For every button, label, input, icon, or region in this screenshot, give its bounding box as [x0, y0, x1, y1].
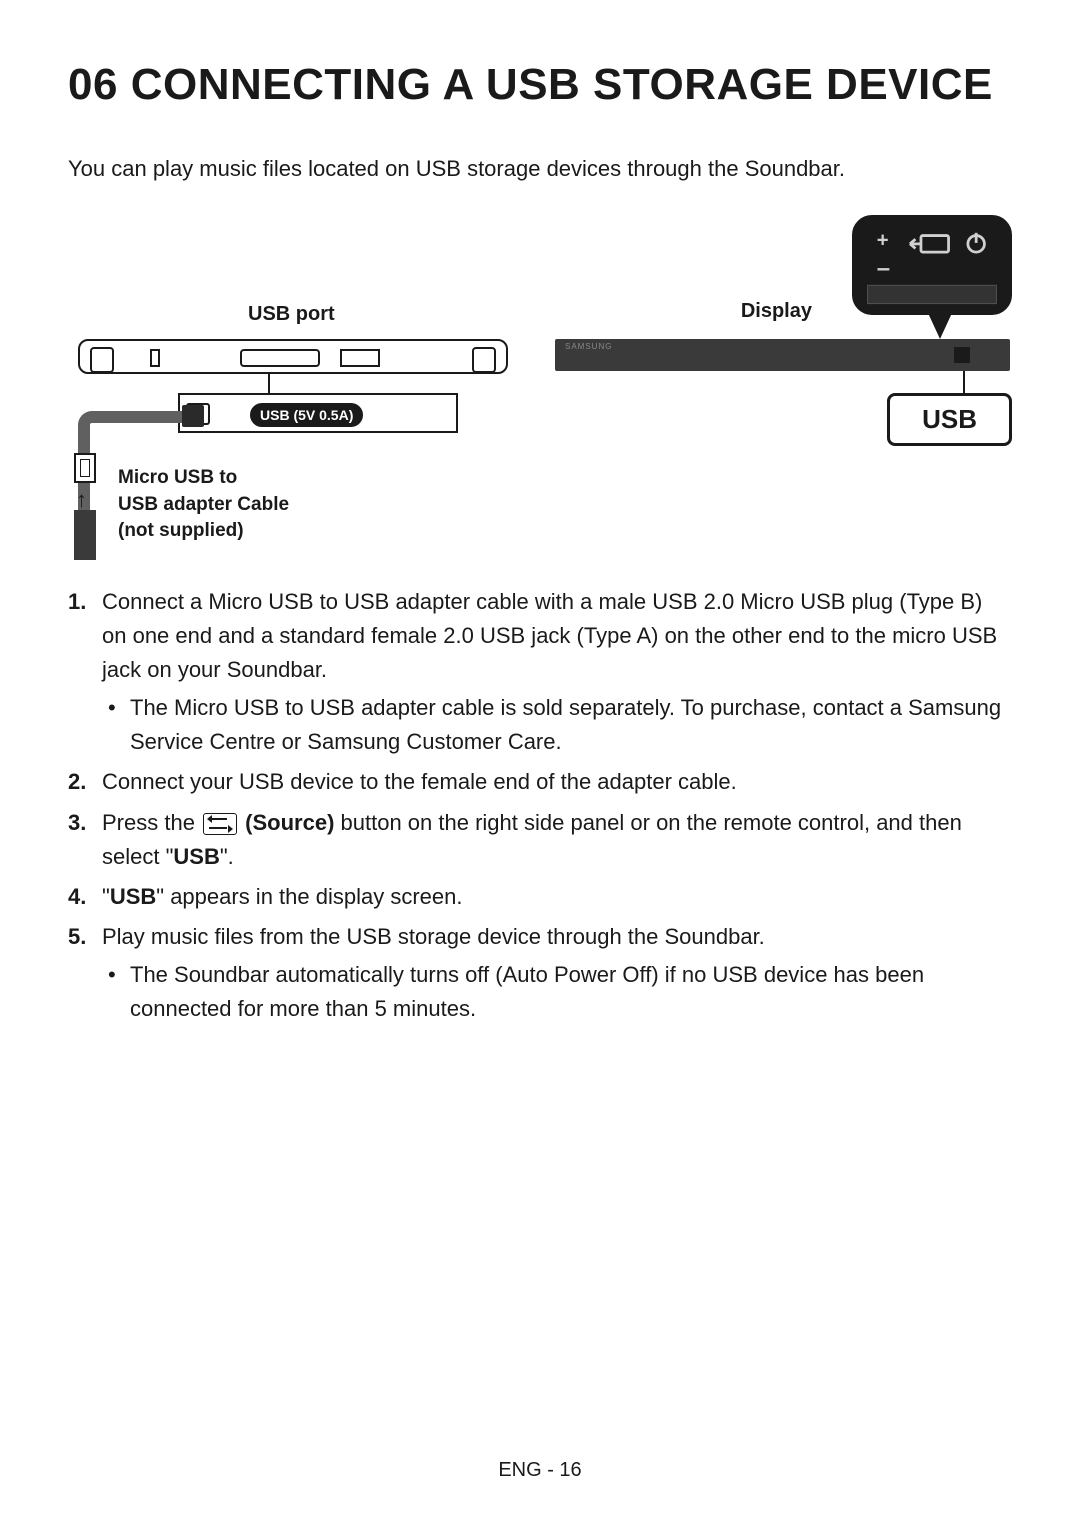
soundbar-bottom-icon — [78, 339, 508, 374]
usb-port-label: USB port — [248, 303, 335, 326]
bubble-tail-icon — [928, 313, 952, 339]
side-panel-icon — [868, 285, 997, 303]
step-text: Connect your USB device to the female en… — [102, 769, 737, 794]
instruction-step: Connect a Micro USB to USB adapter cable… — [68, 585, 1012, 759]
page-footer: ENG - 16 — [0, 1459, 1080, 1482]
step-text: " — [102, 884, 110, 909]
step-text: Connect a Micro USB to USB adapter cable… — [102, 589, 997, 682]
diagram-left: USB port USB (5V 0.5A) ↑ Micro USB to US… — [68, 215, 525, 565]
section-heading: 06 CONNECTING A USB STORAGE DEVICE — [68, 60, 1012, 110]
heading-text: CONNECTING A USB STORAGE DEVICE — [131, 60, 993, 109]
instruction-step: Press the (Source) button on the right s… — [68, 806, 1012, 874]
step-text: USB — [110, 884, 156, 909]
step-text: " appears in the display screen. — [156, 884, 462, 909]
instruction-step: Play music files from the USB storage de… — [68, 920, 1012, 1026]
cable-label-line: (not supplied) — [118, 520, 244, 541]
brand-label: SAMSUNG — [565, 342, 612, 351]
diagram-right: + – Display SAMSUNG — [555, 215, 1012, 565]
page: 06 CONNECTING A USB STORAGE DEVICE You c… — [0, 0, 1080, 1532]
step-text: (Source) — [239, 810, 334, 835]
source-icon — [910, 236, 949, 253]
sub-bullet-list: The Soundbar automatically turns off (Au… — [102, 958, 1012, 1026]
usb-female-jack-icon — [74, 453, 96, 483]
control-panel-bubble-icon: + – — [852, 215, 1012, 315]
sub-bullet: The Soundbar automatically turns off (Au… — [102, 958, 1012, 1026]
usb-display-badge: USB — [887, 393, 1012, 446]
micro-usb-plug-icon — [182, 405, 204, 427]
callout-line-icon — [268, 374, 270, 394]
intro-text: You can play music files located on USB … — [68, 152, 1012, 185]
heading-number: 06 — [68, 60, 118, 109]
cable-label: Micro USB to USB adapter Cable (not supp… — [118, 465, 289, 545]
sub-bullet-list: The Micro USB to USB adapter cable is so… — [102, 691, 1012, 759]
sub-bullet: The Micro USB to USB adapter cable is so… — [102, 691, 1012, 759]
step-text: USB — [173, 844, 219, 869]
minus-icon: – — [877, 255, 890, 282]
source-icon — [203, 813, 237, 835]
cable-label-line: Micro USB to — [118, 467, 237, 488]
power-icon — [968, 233, 985, 252]
step-text: Play music files from the USB storage de… — [102, 924, 765, 949]
instruction-list: Connect a Micro USB to USB adapter cable… — [68, 585, 1012, 1026]
step-text: Press the — [102, 810, 201, 835]
soundbar-front-icon: SAMSUNG — [555, 339, 1010, 371]
step-text: ". — [220, 844, 234, 869]
instruction-step: "USB" appears in the display screen. — [68, 880, 1012, 914]
diagram-container: USB port USB (5V 0.5A) ↑ Micro USB to US… — [68, 215, 1012, 565]
usb-port-zoom-icon: USB (5V 0.5A) — [178, 393, 458, 433]
callout-line-icon — [963, 371, 965, 393]
plus-icon: + — [877, 230, 889, 252]
display-label: Display — [741, 300, 812, 323]
instruction-step: Connect your USB device to the female en… — [68, 765, 1012, 799]
usb-drive-icon — [74, 510, 96, 560]
usb-spec-badge: USB (5V 0.5A) — [248, 401, 365, 429]
cable-label-line: USB adapter Cable — [118, 494, 289, 515]
